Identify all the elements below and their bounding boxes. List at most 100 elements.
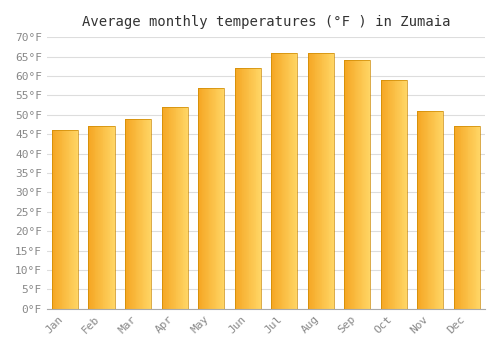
Bar [476, 126, 478, 309]
Bar [356, 61, 357, 309]
Bar [468, 126, 469, 309]
Bar [308, 52, 334, 309]
Bar [136, 119, 138, 309]
Bar [110, 126, 112, 309]
Bar [64, 130, 65, 309]
Bar [75, 130, 76, 309]
Bar [106, 126, 107, 309]
Bar [170, 107, 171, 309]
Bar [311, 52, 312, 309]
Bar [211, 88, 212, 309]
Bar [254, 68, 256, 309]
Bar [398, 80, 399, 309]
Bar [324, 52, 325, 309]
Bar [93, 126, 94, 309]
Bar [125, 119, 152, 309]
Bar [292, 52, 293, 309]
Bar [456, 126, 457, 309]
Bar [204, 88, 205, 309]
Bar [72, 130, 73, 309]
Bar [344, 61, 370, 309]
Bar [98, 126, 99, 309]
Bar [406, 80, 407, 309]
Bar [318, 52, 319, 309]
Bar [287, 52, 288, 309]
Bar [419, 111, 420, 309]
Bar [208, 88, 210, 309]
Bar [219, 88, 220, 309]
Bar [198, 88, 199, 309]
Bar [333, 52, 334, 309]
Bar [285, 52, 286, 309]
Bar [428, 111, 430, 309]
Bar [252, 68, 253, 309]
Bar [290, 52, 291, 309]
Bar [331, 52, 332, 309]
Bar [65, 130, 66, 309]
Bar [234, 68, 236, 309]
Bar [463, 126, 464, 309]
Bar [440, 111, 442, 309]
Bar [352, 61, 353, 309]
Bar [66, 130, 67, 309]
Bar [293, 52, 294, 309]
Bar [94, 126, 96, 309]
Bar [397, 80, 398, 309]
Bar [207, 88, 208, 309]
Bar [148, 119, 150, 309]
Bar [68, 130, 70, 309]
Bar [237, 68, 238, 309]
Bar [67, 130, 68, 309]
Bar [358, 61, 359, 309]
Bar [104, 126, 105, 309]
Bar [253, 68, 254, 309]
Bar [164, 107, 165, 309]
Bar [212, 88, 213, 309]
Bar [206, 88, 207, 309]
Bar [198, 88, 224, 309]
Bar [326, 52, 327, 309]
Bar [251, 68, 252, 309]
Bar [330, 52, 331, 309]
Bar [394, 80, 396, 309]
Bar [399, 80, 400, 309]
Bar [247, 68, 248, 309]
Bar [313, 52, 314, 309]
Bar [404, 80, 405, 309]
Bar [101, 126, 102, 309]
Bar [384, 80, 385, 309]
Bar [139, 119, 140, 309]
Bar [112, 126, 113, 309]
Bar [438, 111, 439, 309]
Bar [144, 119, 145, 309]
Bar [179, 107, 180, 309]
Bar [130, 119, 131, 309]
Bar [173, 107, 174, 309]
Bar [353, 61, 354, 309]
Bar [131, 119, 132, 309]
Bar [316, 52, 317, 309]
Bar [296, 52, 298, 309]
Bar [392, 80, 393, 309]
Bar [466, 126, 468, 309]
Bar [314, 52, 316, 309]
Bar [102, 126, 104, 309]
Bar [479, 126, 480, 309]
Bar [390, 80, 391, 309]
Bar [246, 68, 247, 309]
Bar [145, 119, 146, 309]
Bar [147, 119, 148, 309]
Bar [214, 88, 216, 309]
Bar [141, 119, 142, 309]
Bar [385, 80, 386, 309]
Bar [348, 61, 350, 309]
Bar [57, 130, 58, 309]
Bar [238, 68, 239, 309]
Bar [470, 126, 471, 309]
Bar [138, 119, 139, 309]
Bar [52, 130, 78, 309]
Title: Average monthly temperatures (°F ) in Zumaia: Average monthly temperatures (°F ) in Zu… [82, 15, 450, 29]
Bar [187, 107, 188, 309]
Bar [150, 119, 152, 309]
Bar [184, 107, 185, 309]
